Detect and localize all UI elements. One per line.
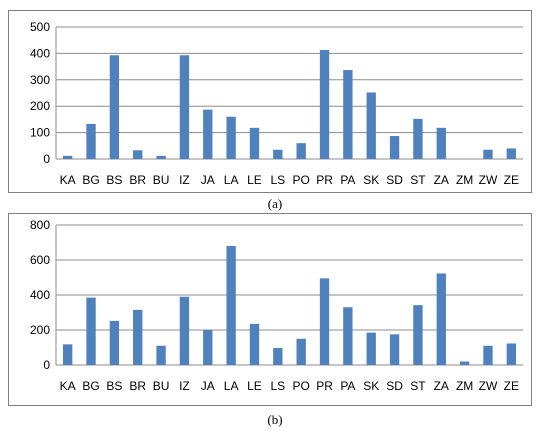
bar-b-bs [109, 320, 120, 365]
x-tick-label: BR [129, 173, 146, 187]
bar-a-pa [343, 70, 353, 159]
x-tick-label: SD [386, 379, 403, 393]
bar-b-ja [203, 330, 213, 365]
bar-a-la [226, 116, 236, 159]
bar-b-zw [483, 345, 493, 365]
bar-a-st [413, 118, 423, 159]
y-tick-label: 600 [30, 253, 50, 267]
x-tick-label: PA [340, 379, 355, 393]
x-tick-label: IZ [179, 173, 190, 187]
x-tick-label: BU [153, 173, 170, 187]
x-tick-label: BG [82, 379, 99, 393]
x-tick-label: PA [340, 173, 355, 187]
bar-b-bg [86, 297, 96, 365]
bar-a-ls [273, 149, 283, 159]
bar-b-sd [389, 334, 400, 365]
x-tick-label: KA [60, 173, 76, 187]
bar-a-po [296, 143, 306, 159]
y-tick-label: 300 [30, 73, 50, 87]
x-tick-label: ZA [434, 173, 449, 187]
x-tick-label: IZ [179, 379, 190, 393]
x-tick-label: ZE [504, 173, 519, 187]
bar-a-sk [366, 92, 376, 159]
y-tick-label: 400 [30, 46, 50, 60]
x-tick-label: LS [270, 379, 285, 393]
y-tick-label: 500 [30, 20, 50, 34]
x-tick-label: JA [201, 379, 215, 393]
bar-b-po [296, 338, 306, 365]
bar-a-ja [203, 109, 213, 159]
bar-b-bu [156, 345, 166, 365]
bar-b-st [413, 305, 423, 365]
bar-b-la [226, 246, 236, 365]
x-tick-label: LE [247, 173, 262, 187]
x-tick-label: ZM [456, 379, 473, 393]
x-tick-label: SK [363, 173, 379, 187]
x-tick-label: PO [293, 379, 310, 393]
x-tick-label: BR [129, 379, 146, 393]
bar-b-pa [343, 307, 353, 365]
y-tick-label: 800 [30, 218, 50, 232]
x-tick-label: ZW [479, 379, 498, 393]
x-tick-label: ST [410, 173, 426, 187]
x-tick-label: KA [60, 379, 76, 393]
y-tick-label: 200 [30, 99, 50, 113]
bar-a-bs [109, 55, 120, 159]
x-tick-label: BS [106, 173, 122, 187]
x-tick-label: ST [410, 379, 426, 393]
bar-a-pr [319, 49, 330, 159]
x-tick-label: ZA [434, 379, 449, 393]
y-tick-label: 0 [43, 358, 50, 372]
x-tick-label: SD [386, 173, 403, 187]
x-tick-label: BU [153, 379, 170, 393]
x-tick-label: LS [270, 173, 285, 187]
bar-a-bg [86, 123, 96, 159]
bar-b-br [133, 309, 143, 365]
bar-a-za [436, 127, 446, 159]
chart-caption-a: (a) [267, 196, 283, 211]
bar-chart-a: 0 100 200 300 400 500 KA BG BS BR BU IZ JA LA LE LS PO PR… [30, 20, 523, 187]
bar-b-ze [506, 343, 516, 365]
x-tick-label: BS [106, 379, 122, 393]
bar-a-ze [506, 148, 516, 159]
bar-a-bu [156, 155, 166, 159]
bar-b-zm [459, 361, 470, 365]
x-tick-label: ZM [456, 173, 473, 187]
chart-caption-b: (b) [267, 412, 283, 427]
bar-b-sk [366, 332, 376, 365]
x-tick-label: PR [316, 379, 333, 393]
x-tick-label: PR [316, 173, 333, 187]
bar-b-ls [273, 348, 283, 365]
y-tick-label: 100 [30, 126, 50, 140]
bar-b-pr [319, 278, 330, 365]
x-tick-label: LA [224, 173, 239, 187]
bar-b-za [436, 273, 446, 365]
x-tick-label: JA [201, 173, 215, 187]
x-tick-label: SK [363, 379, 379, 393]
bar-a-ka [63, 155, 73, 159]
bar-b-ka [63, 344, 73, 365]
bar-a-le [249, 127, 260, 159]
y-tick-label: 0 [43, 152, 50, 166]
chart-panel-a: 0 100 200 300 400 500 KA BG BS BR BU IZ JA LA LE LS PO PR… [8, 10, 532, 193]
x-tick-label: PO [293, 173, 310, 187]
x-tick-label: ZE [504, 379, 519, 393]
bar-chart-b: 0 200 400 600 800 KA BG BS BR BU IZ JA LA LE LS PO PR PA S… [30, 218, 523, 393]
bar-a-sd [389, 136, 400, 159]
x-tick-label: LE [247, 379, 262, 393]
bar-a-zw [483, 149, 493, 159]
bar-b-le [249, 323, 260, 365]
bar-a-br [133, 150, 143, 159]
x-tick-label: BG [82, 173, 99, 187]
bar-b-iz [179, 296, 190, 365]
bar-a-iz [179, 55, 190, 159]
x-tick-label: ZW [479, 173, 498, 187]
y-tick-label: 400 [30, 288, 50, 302]
chart-panel-b: 0 200 400 600 800 KA BG BS BR BU IZ JA LA LE LS PO PR PA S… [8, 213, 532, 406]
y-tick-label: 200 [30, 323, 50, 337]
x-tick-label: LA [224, 379, 239, 393]
